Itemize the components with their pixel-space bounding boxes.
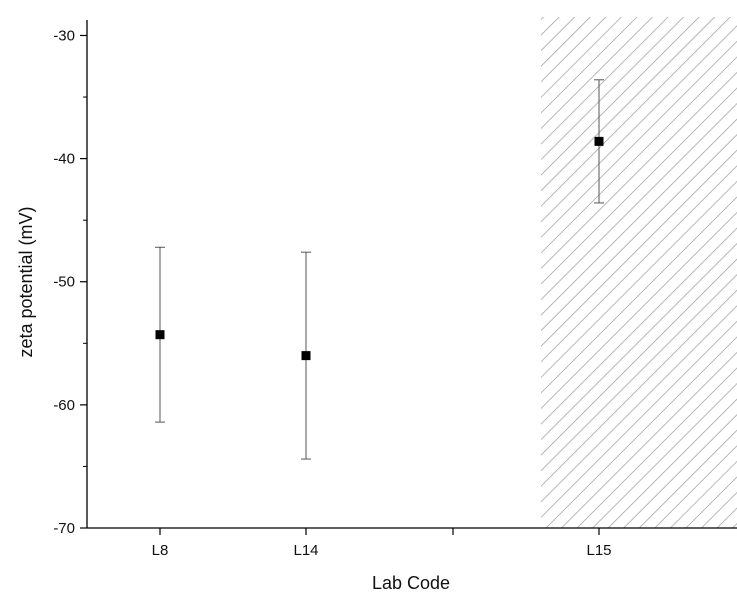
y-tick-label: -40: [53, 151, 75, 168]
y-tick-label: -70: [53, 520, 75, 537]
shaded-region: [541, 17, 737, 528]
data-point-marker: [155, 330, 165, 340]
data-point-marker: [301, 351, 311, 361]
x-tick-label: L8: [152, 542, 169, 559]
x-tick-label: L15: [586, 542, 611, 559]
axes-layer: [86, 20, 737, 529]
data-point-group: [301, 251, 311, 460]
y-axis-title: zeta potential (mV): [16, 206, 36, 357]
tick-layer: -30 -40 -50 -60 -70 L8 L14 L15: [53, 27, 611, 559]
data-point-marker: [594, 136, 604, 146]
x-tick-label: L14: [293, 542, 318, 559]
shaded-region-layer: [541, 17, 737, 528]
y-tick-label: -60: [53, 397, 75, 414]
data-point-group: [155, 246, 165, 423]
x-axis-title: Lab Code: [372, 573, 450, 593]
y-tick-label: -50: [53, 274, 75, 291]
y-tick-label: -30: [53, 27, 75, 44]
data-points-layer: [155, 79, 604, 460]
data-point-group: [594, 79, 604, 204]
